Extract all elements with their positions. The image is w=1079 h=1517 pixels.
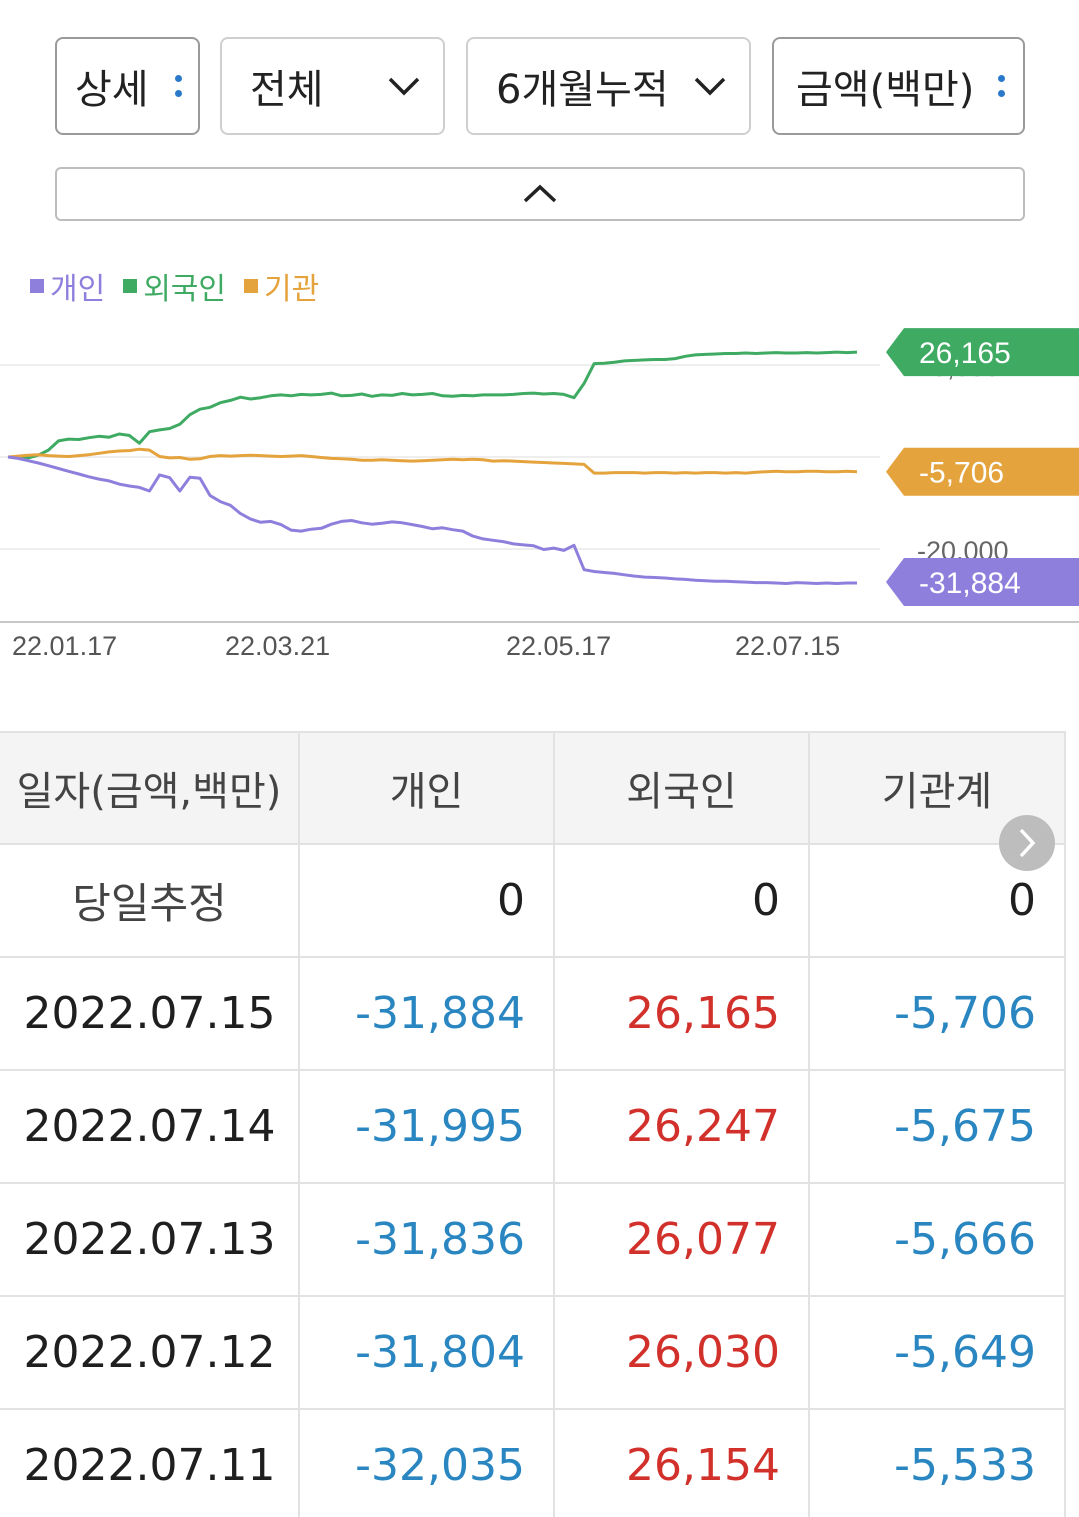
- period-label: 6개월누적: [496, 67, 669, 113]
- cell-foreign: 26,165: [554, 957, 810, 1071]
- cell-individual: -32,035: [299, 1409, 555, 1517]
- chevron-down-icon: [694, 77, 726, 96]
- table-header-row: 일자(금액,백만) 개인 외국인 기관계: [0, 731, 1066, 845]
- cell-institution: -5,533: [809, 1409, 1066, 1517]
- scope-dropdown[interactable]: 전체: [220, 37, 445, 135]
- cell-institution: -5,706: [809, 957, 1066, 1071]
- legend-swatch: [123, 279, 138, 293]
- unit-button[interactable]: 금액(백만): [772, 37, 1025, 135]
- legend-label: 기관: [264, 272, 320, 307]
- investor-trend-chart: 20,0000-20,00022.01.1722.03.2122.05.1722…: [0, 328, 1079, 661]
- cell-foreign: 26,030: [554, 1296, 810, 1410]
- cell-institution: -5,649: [809, 1296, 1066, 1410]
- cell-date: 2022.07.11: [0, 1409, 300, 1517]
- series-line: [8, 350, 858, 460]
- series-line: [7, 455, 857, 585]
- cell-date: 2022.07.15: [0, 957, 300, 1071]
- legend-item: 기관: [244, 264, 319, 308]
- cell-institution: -5,675: [809, 1070, 1066, 1184]
- cell-individual: -31,995: [299, 1070, 555, 1184]
- header-foreign: 외국인: [554, 731, 810, 845]
- series-end-tag: [886, 558, 1079, 606]
- series-line: [7, 447, 858, 475]
- cell-institution: -5,666: [809, 1183, 1066, 1297]
- x-tick-label: 22.05.17: [506, 631, 611, 661]
- kebab-icon: [175, 75, 182, 97]
- table-row: 2022.07.15 -31,884 26,165 -5,706: [0, 957, 1066, 1071]
- legend-swatch: [244, 279, 259, 293]
- chevron-right-icon: [1019, 828, 1036, 858]
- scope-label: 전체: [250, 67, 324, 113]
- chevron-up-icon: [523, 184, 557, 203]
- period-dropdown[interactable]: 6개월누적: [466, 37, 751, 135]
- legend-swatch: [30, 279, 44, 293]
- x-tick-label: 22.01.17: [12, 631, 117, 661]
- table-row: 2022.07.13 -31,836 26,077 -5,666: [0, 1183, 1066, 1297]
- cell-date: 2022.07.13: [0, 1183, 300, 1297]
- series-end-tag: [886, 328, 1079, 377]
- table-row: 2022.07.11 -32,035 26,154 -5,533: [0, 1409, 1066, 1517]
- series-end-value: -31,884: [919, 567, 1021, 600]
- cell-date: 2022.07.14: [0, 1070, 300, 1184]
- scroll-right-button[interactable]: [999, 815, 1055, 871]
- table-row: 2022.07.12 -31,804 26,030 -5,649: [0, 1296, 1066, 1410]
- cell-individual: -31,836: [299, 1183, 555, 1297]
- cell-foreign: 26,154: [554, 1409, 810, 1517]
- legend-label: 개인: [50, 272, 106, 307]
- legend-item: 외국인: [123, 264, 226, 308]
- cell-individual: -31,804: [299, 1296, 555, 1410]
- header-date: 일자(금액,백만): [0, 731, 300, 845]
- table-row: 2022.07.14 -31,995 26,247 -5,675: [0, 1070, 1066, 1184]
- cell-foreign: 26,077: [554, 1183, 810, 1297]
- detail-button[interactable]: 상세: [55, 37, 200, 135]
- estimate-label: 당일추정: [0, 844, 300, 958]
- cell-foreign: 0: [554, 844, 810, 958]
- legend-item: 개인: [30, 264, 105, 308]
- cell-individual: 0: [299, 844, 555, 958]
- chart-legend: 개인 외국인 기관: [30, 264, 319, 308]
- kebab-icon: [998, 75, 1005, 97]
- series-end-tag: [886, 447, 1079, 496]
- x-tick-label: 22.07.15: [735, 631, 840, 661]
- header-individual: 개인: [299, 731, 555, 845]
- series-end-value: -5,706: [919, 457, 1004, 490]
- detail-label: 상세: [75, 67, 149, 113]
- x-tick-label: 22.03.21: [225, 631, 330, 661]
- legend-label: 외국인: [143, 272, 227, 307]
- cell-date: 2022.07.12: [0, 1296, 300, 1410]
- cell-individual: -31,884: [299, 957, 555, 1071]
- series-end-value: 26,165: [919, 337, 1011, 370]
- chevron-down-icon: [388, 77, 420, 96]
- collapse-toggle[interactable]: [55, 167, 1025, 221]
- investor-table: 일자(금액,백만) 개인 외국인 기관계 당일추정 0 0 0 2022.07.…: [0, 731, 1079, 1517]
- unit-label: 금액(백만): [796, 67, 975, 113]
- table-row-estimate: 당일추정 0 0 0: [0, 844, 1066, 958]
- cell-foreign: 26,247: [554, 1070, 810, 1184]
